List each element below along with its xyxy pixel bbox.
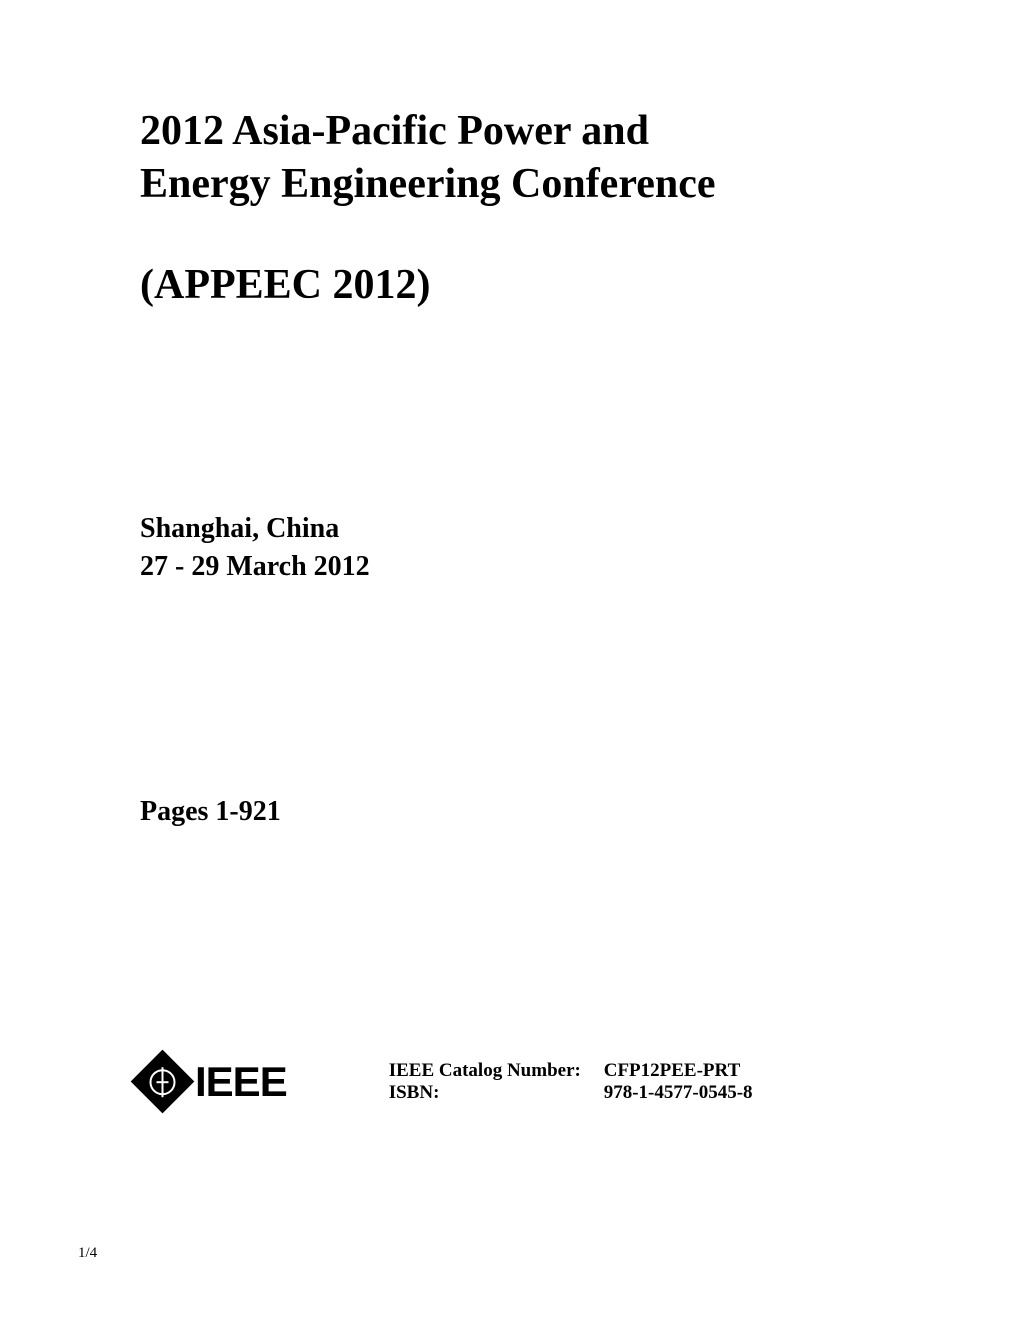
- ieee-diamond-inner-icon: [150, 1069, 176, 1095]
- location: Shanghai, China: [140, 510, 880, 548]
- ieee-logo: IEEE: [140, 1058, 287, 1106]
- pages-range: Pages 1-921: [140, 796, 880, 828]
- catalog-number-value: CFP12PEE-PRT: [604, 1060, 741, 1082]
- footer-row: IEEE IEEE Catalog Number: CFP12PEE-PRT I…: [140, 1058, 880, 1106]
- isbn-label: ISBN:: [389, 1082, 604, 1104]
- ieee-diamond-icon: [131, 1050, 195, 1114]
- dates: 27 - 29 March 2012: [140, 548, 880, 586]
- isbn-value: 978-1-4577-0545-8: [604, 1082, 753, 1104]
- catalog-number-label: IEEE Catalog Number:: [389, 1060, 604, 1082]
- conference-acronym: (APPEEC 2012): [140, 260, 880, 310]
- title-line-2: Energy Engineering Conference: [140, 158, 880, 211]
- title-line-1: 2012 Asia-Pacific Power and: [140, 105, 880, 158]
- location-date-block: Shanghai, China 27 - 29 March 2012: [140, 510, 880, 586]
- catalog-number-row: IEEE Catalog Number: CFP12PEE-PRT: [389, 1060, 753, 1082]
- ieee-logo-text: IEEE: [195, 1058, 287, 1106]
- isbn-row: ISBN: 978-1-4577-0545-8: [389, 1082, 753, 1104]
- page-content: 2012 Asia-Pacific Power and Energy Engin…: [0, 0, 1020, 1106]
- page-number: 1/4: [78, 1245, 97, 1262]
- catalog-info: IEEE Catalog Number: CFP12PEE-PRT ISBN: …: [389, 1060, 753, 1104]
- main-title: 2012 Asia-Pacific Power and Energy Engin…: [140, 105, 880, 210]
